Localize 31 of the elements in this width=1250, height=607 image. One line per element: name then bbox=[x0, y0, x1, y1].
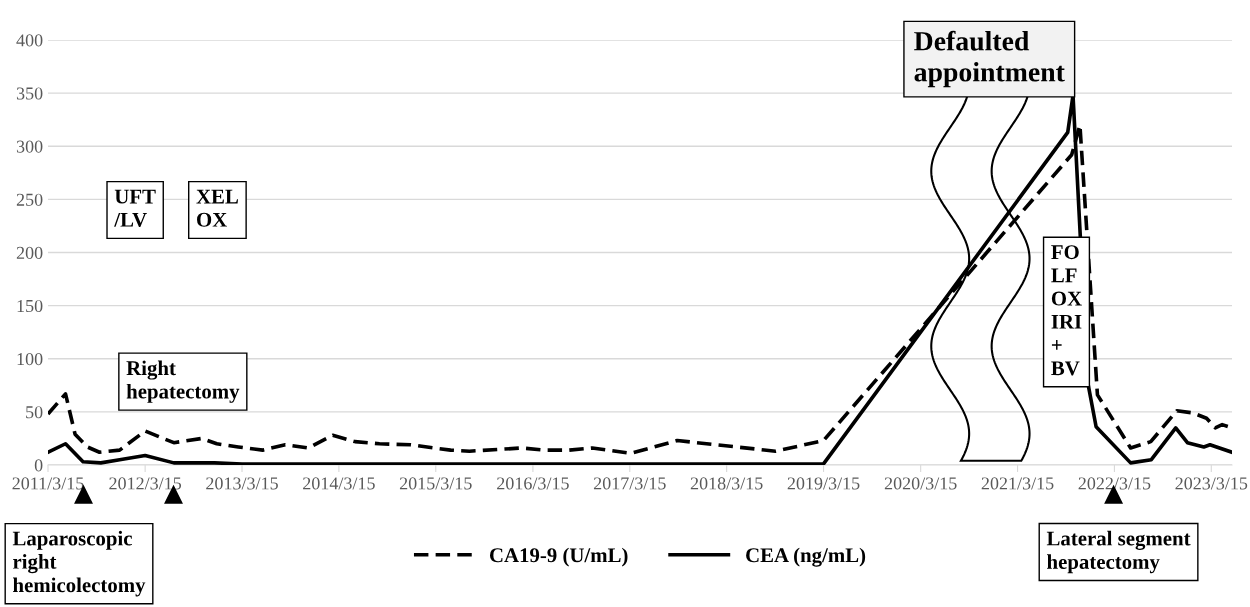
y-tick-label: 400 bbox=[16, 34, 43, 47]
x-tick-label: 2017/3/15 bbox=[593, 477, 666, 490]
y-tick-label: 250 bbox=[16, 193, 43, 206]
x-tick-label: 2018/3/15 bbox=[690, 477, 763, 490]
x-tick-label: 2011/3/15 bbox=[12, 477, 84, 490]
y-tick-label: 150 bbox=[17, 299, 43, 313]
y-tick-label: 200 bbox=[16, 246, 43, 259]
x-tick-label: 2022/3/15 bbox=[1078, 477, 1151, 490]
x-tick-label: 2014/3/15 bbox=[303, 477, 375, 490]
y-tick-label: 50 bbox=[26, 406, 43, 419]
x-tick-label: 2020/3/15 bbox=[884, 477, 957, 490]
annotation: XEL OX bbox=[196, 189, 238, 227]
text: Laparoscopic right hemicolectomy bbox=[12, 530, 146, 597]
x-tick-label: 2016/3/15 bbox=[497, 477, 569, 490]
x-tick-label: 2013/3/15 bbox=[206, 477, 278, 490]
x-tick-label: 2019/3/15 bbox=[787, 477, 860, 490]
y-tick-label: 300 bbox=[16, 140, 43, 153]
text: Lateral segment hepatectomy bbox=[1046, 530, 1191, 574]
x-tick-label: 2012/3/15 bbox=[109, 477, 182, 490]
annotation: UFT /LV bbox=[114, 189, 156, 227]
annotation: Defaulted appointment bbox=[914, 30, 1065, 88]
x-tick-label: 2021/3/15 bbox=[981, 477, 1054, 490]
legend-label: CEA (ng/mL) bbox=[746, 547, 866, 567]
x-tick-label: 2023/3/15 bbox=[1175, 477, 1248, 490]
legend-label: CA19-9 (U/mL) bbox=[489, 547, 628, 567]
y-tick-label: 0 bbox=[34, 459, 43, 472]
y-tick-label: 350 bbox=[16, 87, 43, 100]
annotation: FO LF OX IRI + BV bbox=[1051, 245, 1082, 376]
x-tick-label: 2015/3/15 bbox=[399, 477, 472, 490]
y-tick-label: 100 bbox=[17, 353, 43, 366]
annotation: Right hepatectomy bbox=[126, 360, 240, 403]
